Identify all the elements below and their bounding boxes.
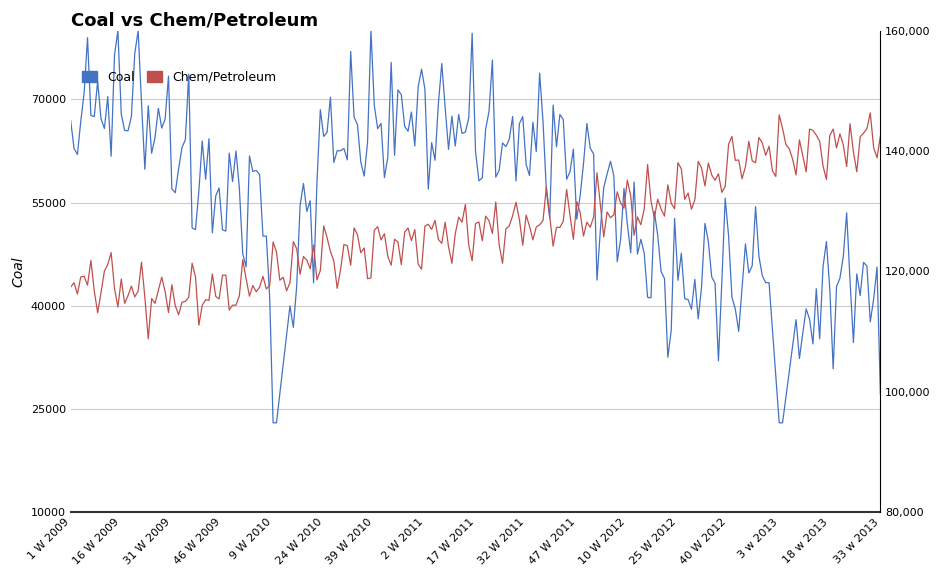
Chem/Petroleum (865, 109, 876, 116)
Text: Coal vs Chem/Petroleum: Coal vs Chem/Petroleum (71, 11, 317, 29)
Chem/Petroleum (376, 236, 387, 243)
Chem/Petroleum (530, 224, 542, 231)
Coal (723, 232, 734, 239)
Coal (534, 69, 545, 76)
Coal (268, 420, 279, 427)
Y-axis label: Coal: Coal (11, 256, 25, 287)
Coal (875, 391, 886, 398)
Coal (112, 27, 123, 34)
Chem/Petroleum (720, 183, 731, 190)
Coal (159, 116, 171, 123)
Chem/Petroleum (875, 132, 886, 139)
Chem/Petroleum (142, 335, 154, 342)
Coal (871, 264, 883, 271)
Legend: Coal, Chem/Petroleum: Coal, Chem/Petroleum (77, 66, 281, 89)
Coal (379, 174, 390, 181)
Chem/Petroleum (159, 288, 171, 295)
Chem/Petroleum (871, 154, 883, 161)
Coal (65, 117, 76, 124)
Coal (669, 215, 680, 222)
Line: Coal: Coal (71, 31, 881, 423)
Chem/Petroleum (666, 200, 677, 207)
Line: Chem/Petroleum: Chem/Petroleum (71, 113, 881, 339)
Chem/Petroleum (65, 284, 76, 291)
